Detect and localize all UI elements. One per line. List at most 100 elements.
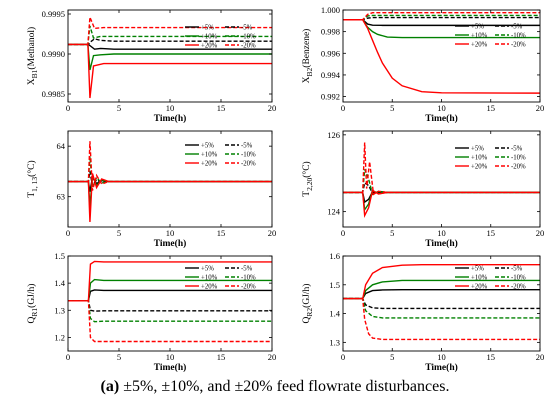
- series-line-minus20pct: [68, 300, 272, 343]
- legend-label: +20%: [201, 284, 218, 291]
- y-tick-label: 0.992: [321, 92, 340, 102]
- figure-caption: (a) ±5%, ±10%, and ±20% feed flowrate di…: [0, 378, 550, 396]
- legend-label: +5%: [201, 25, 214, 32]
- legend-label: -20%: [241, 161, 256, 168]
- y-axis-unit: (Benzene): [301, 29, 312, 68]
- legend-label: -5%: [241, 266, 253, 273]
- series-line-minus20pct: [68, 16, 272, 46]
- legend-label: +20%: [471, 164, 488, 171]
- series-line-minus20pct: [343, 12, 540, 21]
- caption-label: (a): [100, 378, 120, 395]
- x-tick-label: 10: [166, 228, 175, 238]
- legend-label: +20%: [471, 284, 488, 291]
- x-tick-label: 5: [117, 228, 121, 238]
- x-tick-label: 10: [437, 228, 446, 238]
- x-tick-label: 20: [268, 228, 277, 238]
- legend: +5% -5% +10% -10% +20% -20%: [185, 143, 256, 168]
- legend: +5% -5% +10% -10% +20% -20%: [455, 146, 526, 171]
- y-axis-subscript: B2: [305, 67, 314, 76]
- x-tick-label: 15: [217, 103, 226, 113]
- y-axis-symbol: T: [27, 192, 37, 198]
- x-tick-label: 5: [117, 103, 121, 113]
- y-tick-label: 0.998: [321, 27, 340, 37]
- legend-label: +5%: [471, 24, 484, 31]
- x-tick-label: 15: [487, 352, 496, 362]
- x-tick-label: 20: [536, 228, 545, 238]
- y-tick-label: 1.6: [329, 251, 340, 261]
- y-tick-label: 1.3: [54, 305, 65, 315]
- y-axis-symbol: X: [302, 76, 312, 83]
- series-line-plus20pct: [68, 43, 272, 99]
- legend-label: +5%: [471, 266, 484, 273]
- y-tick-label: 1.4: [54, 278, 65, 288]
- x-tick-label: 0: [341, 228, 345, 238]
- legend-label: -20%: [511, 164, 526, 171]
- y-tick-label: 0.994: [321, 70, 341, 80]
- x-tick-label: 5: [390, 103, 394, 113]
- y-axis-unit: (GJ/h): [301, 284, 312, 308]
- legend-label: +10%: [471, 155, 488, 162]
- y-axis-unit: (Methanol): [26, 27, 37, 70]
- series-line-minus10pct: [343, 297, 540, 319]
- x-tick-label: 5: [390, 228, 394, 238]
- y-axis-unit: (°C): [301, 161, 312, 177]
- chart-panel-5: 0 5 10 15 20 1.2 1.3 1.4 1.5 Time(h) QR1(GJ/h) +5% -…: [26, 251, 276, 373]
- y-axis-symbol: T: [302, 191, 312, 197]
- y-tick-label: 1.4: [329, 309, 340, 319]
- legend-label: +10%: [471, 33, 488, 40]
- y-tick-label: 124: [327, 207, 341, 217]
- series-line-minus10pct: [343, 169, 540, 196]
- series-line-minus20pct: [343, 297, 540, 341]
- y-tick-label: 1.2: [54, 332, 65, 342]
- legend-label: +10%: [201, 152, 218, 159]
- series-line-minus5pct: [343, 297, 540, 310]
- y-axis-unit: (GJ/h): [26, 284, 37, 308]
- x-tick-label: 5: [117, 352, 121, 362]
- y-axis-title: T2,20(°C): [301, 161, 314, 196]
- x-tick-label: 5: [390, 352, 394, 362]
- legend-label: -10%: [511, 155, 526, 162]
- chart-panel-3: 0 5 10 15 20 63 64 Time(h) T1, 13(°C) +5% -5% +10% -…: [26, 130, 277, 249]
- legend-label: -20%: [241, 43, 256, 50]
- legend-label: +5%: [201, 143, 214, 150]
- x-tick-label: 10: [437, 352, 446, 362]
- y-tick-label: 0.9990: [42, 49, 65, 59]
- legend-label: -10%: [511, 275, 526, 282]
- series-line-plus5pct: [68, 289, 272, 302]
- y-axis-subscript: R1: [30, 308, 39, 317]
- y-tick-label: 63: [57, 192, 66, 202]
- series-line-plus5pct: [343, 288, 540, 300]
- chart-panel-2: 0 5 10 15 20 0.992 0.994 0.996 0.998 1.000 Time(h)…: [301, 5, 544, 124]
- x-axis-title: Time(h): [425, 362, 458, 373]
- legend-label: +20%: [201, 161, 218, 168]
- x-tick-label: 0: [66, 103, 70, 113]
- x-tick-label: 0: [66, 352, 70, 362]
- chart-panel-6: 0 5 10 15 20 1.3 1.4 1.5 1.6 Time(h) QR2(GJ/h) +5% -…: [301, 251, 544, 373]
- y-axis-symbol: Q: [27, 316, 37, 323]
- series-line-minus5pct: [343, 16, 540, 21]
- x-axis-title: Time(h): [154, 362, 187, 373]
- legend-label: -10%: [241, 152, 256, 159]
- x-axis-title: Time(h): [154, 238, 187, 249]
- x-tick-label: 20: [536, 352, 545, 362]
- x-tick-label: 15: [487, 228, 496, 238]
- y-axis-title: XB1(Methanol): [26, 27, 39, 85]
- y-axis-title: T1, 13(°C): [26, 160, 39, 197]
- legend: +5% -5% +10% -10% +20% -20%: [455, 266, 526, 291]
- chart-panel-4: 0 5 10 15 20 124 126 Time(h) T2,20(°C) +5% -5% +10%…: [301, 130, 544, 249]
- legend-label: +10%: [201, 34, 218, 41]
- legend-label: -5%: [241, 25, 253, 32]
- series-line-plus20pct: [343, 263, 540, 300]
- x-tick-label: 0: [66, 228, 70, 238]
- x-tick-label: 20: [536, 103, 545, 113]
- legend-label: +10%: [471, 275, 488, 282]
- series-line-minus5pct: [68, 300, 272, 312]
- y-tick-label: 126: [327, 130, 340, 140]
- legend-label: -5%: [511, 146, 523, 153]
- series-line-plus20pct: [68, 260, 272, 302]
- legend: +5% -5% +10% -10% +20% -20%: [185, 25, 256, 50]
- legend-label: +10%: [201, 275, 218, 282]
- series-line-plus20pct: [343, 19, 540, 94]
- legend-label: -5%: [511, 24, 523, 31]
- y-tick-label: 1.5: [329, 280, 340, 290]
